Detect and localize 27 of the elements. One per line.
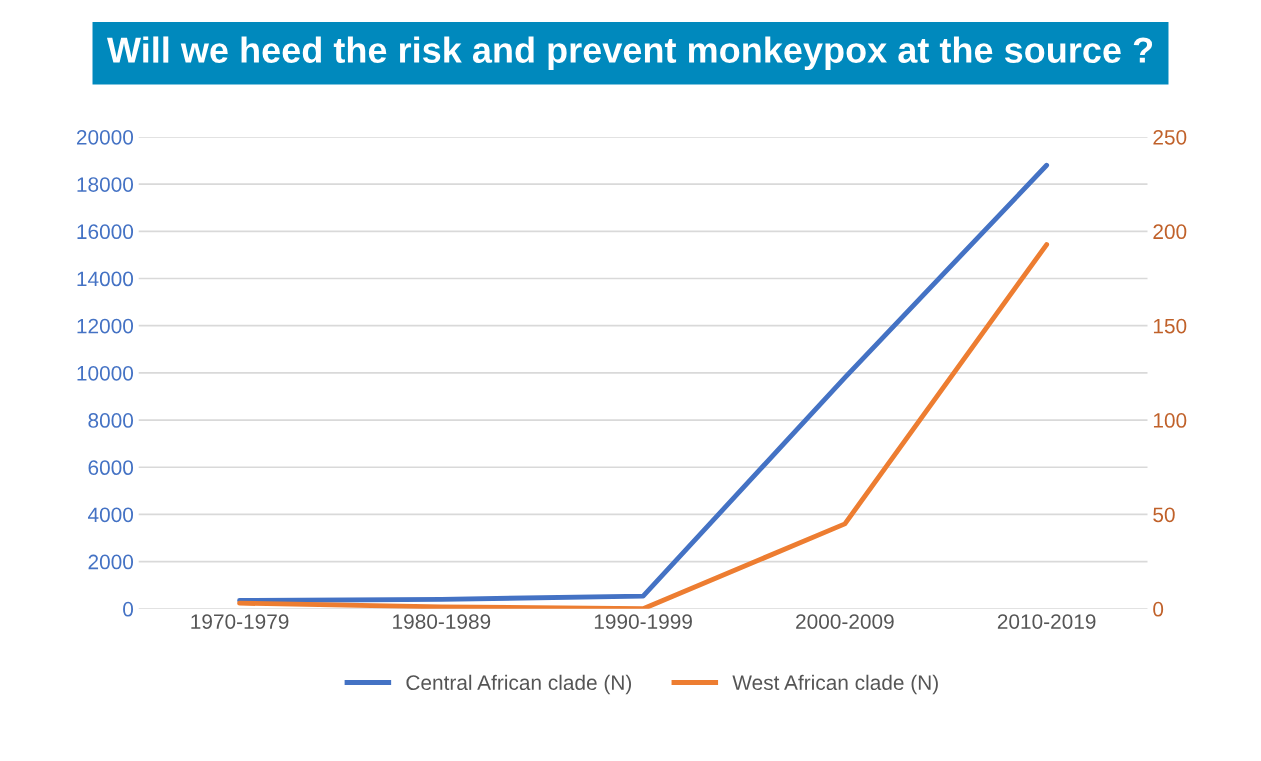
y2-tick-label: 150	[1153, 318, 1187, 334]
x-tick-label: 1990-1999	[594, 614, 692, 629]
y2-tick-label: 200	[1153, 224, 1187, 240]
x-tick-label: 2000-2009	[796, 614, 894, 629]
text: Will we heed the risk and prevent monkeypox at the source ?	[106, 36, 1153, 71]
line-series	[237, 242, 1050, 609]
x-tick-label: 1980-1989	[393, 614, 491, 629]
y-tick-label: 6000	[88, 460, 134, 476]
y2-tick-label: 100	[1153, 413, 1187, 428]
y2-tick-label: 50	[1153, 507, 1175, 523]
x-tick-label: 1970-1979	[191, 614, 289, 629]
y-tick-label: 12000	[77, 318, 134, 334]
y-tick-label: 14000	[77, 271, 134, 287]
y-tick-label: 10000	[77, 365, 134, 381]
y2-tick-label: 250	[1153, 129, 1187, 145]
legend-label: Central African clade (N)	[406, 674, 632, 695]
y2-tick-label: 0	[1153, 601, 1164, 617]
y-tick-label: 18000	[77, 177, 134, 192]
legend-label: West African clade (N)	[732, 674, 938, 695]
y-tick-label: 2000	[88, 554, 134, 570]
y-tick-label: 0	[123, 601, 134, 617]
y-tick-label: 8000	[88, 413, 134, 428]
y-tick-label: 16000	[77, 224, 134, 240]
line-series	[237, 162, 1050, 603]
y-tick-label: 4000	[87, 507, 134, 523]
y-tick-label: 20000	[76, 129, 134, 145]
x-tick-label: 2010-2019	[997, 614, 1096, 629]
